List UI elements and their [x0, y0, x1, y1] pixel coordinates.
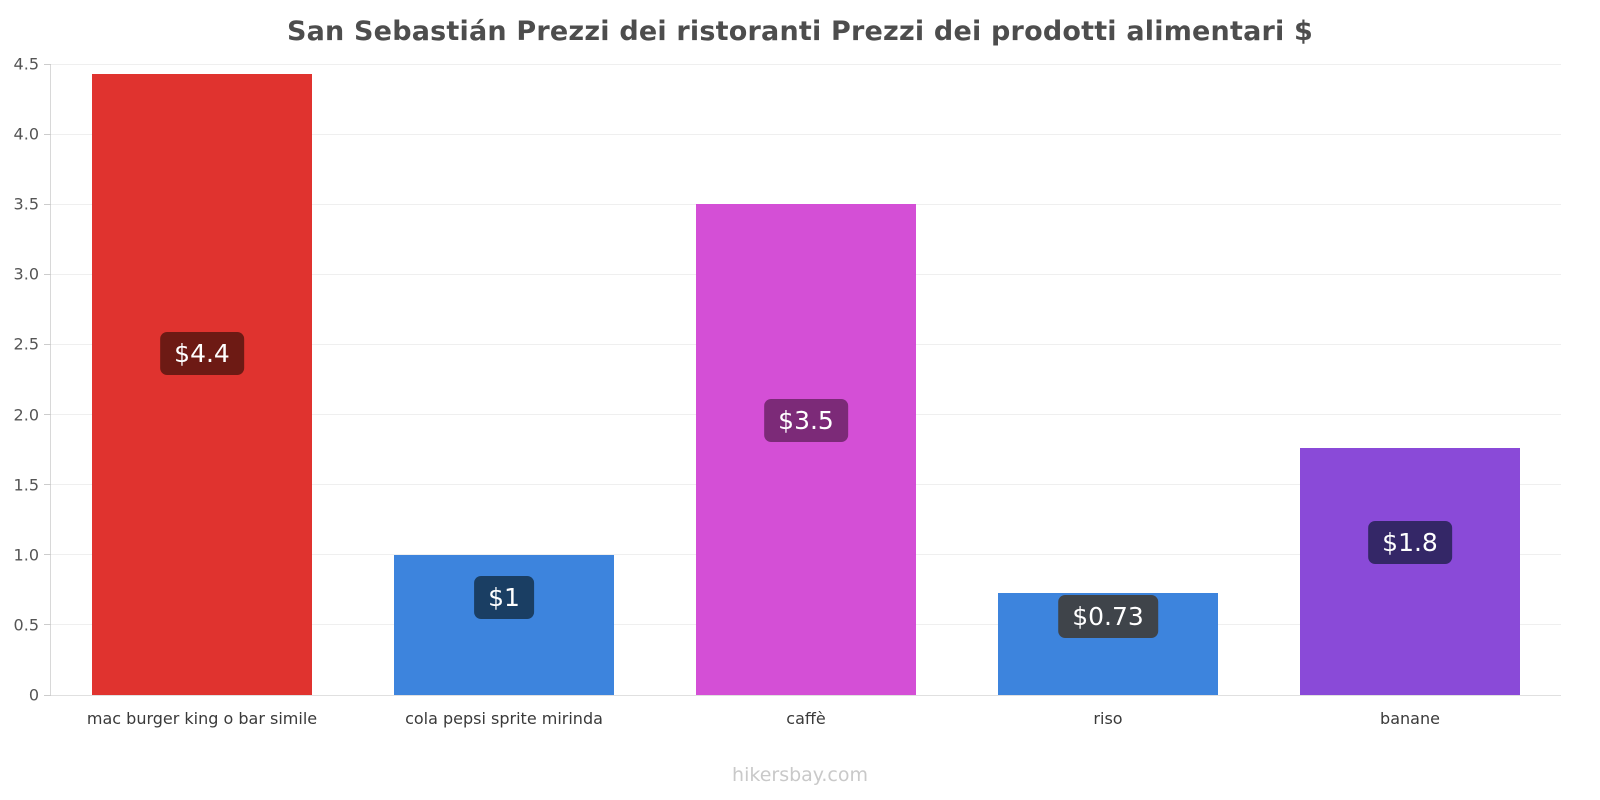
y-axis-tick-label: 1.5: [13, 475, 39, 495]
y-axis-tick-label: 3.0: [13, 264, 39, 284]
category-label: mac burger king o bar simile: [86, 709, 318, 728]
y-axis-tick: [44, 273, 51, 275]
value-badge: $0.73: [1058, 595, 1158, 639]
y-axis-tick-label: 4.0: [13, 124, 39, 144]
bar: $4.4: [92, 73, 312, 695]
gridline: [51, 63, 1561, 65]
bar: $1.8: [1300, 448, 1520, 695]
bar: $0.73: [998, 592, 1218, 695]
category-label: cola pepsi sprite mirinda: [405, 709, 603, 728]
category-label: banane: [1380, 709, 1440, 728]
value-badge: $1.8: [1368, 521, 1452, 564]
gridline: [51, 694, 1561, 696]
y-axis-tick: [44, 203, 51, 205]
y-axis-tick: [44, 624, 51, 626]
plot-area: 0 0.5 1.0 1.5 2.0 2.5 3.0 3.5 4.0 4.5 $4.4 mac burg…: [14, 55, 1561, 728]
y-axis-tick-label: 0.5: [13, 615, 39, 635]
y-axis-tick: [44, 343, 51, 345]
y-axis-tick: [44, 484, 51, 486]
bar: $3.5: [696, 204, 916, 695]
value-badge: $4.4: [160, 332, 244, 376]
category-label: riso: [1093, 709, 1123, 728]
category-label: caffè: [786, 709, 826, 728]
y-axis-tick: [44, 63, 51, 65]
bar: $1: [394, 554, 614, 695]
y-axis-tick: [44, 414, 51, 416]
gridline: [51, 203, 1561, 205]
gridline: [51, 133, 1561, 135]
y-axis-tick: [44, 694, 51, 696]
y-axis-tick-label: 2.5: [13, 334, 39, 354]
y-axis-tick-label: 1.0: [13, 545, 39, 565]
chart-title: San Sebastián Prezzi dei ristoranti Prez…: [286, 16, 1314, 47]
value-badge: $1: [474, 575, 534, 619]
y-axis-tick-label: 2.0: [13, 405, 39, 425]
y-axis-tick-label: 3.5: [13, 194, 39, 214]
y-axis-tick: [44, 133, 51, 135]
value-badge: $3.5: [764, 399, 848, 443]
y-axis-tick-label: 0: [28, 685, 39, 705]
y-axis-tick: [44, 554, 51, 556]
y-axis-tick-label: 4.5: [13, 54, 39, 74]
footer-watermark: hikersbay.com: [732, 764, 868, 786]
